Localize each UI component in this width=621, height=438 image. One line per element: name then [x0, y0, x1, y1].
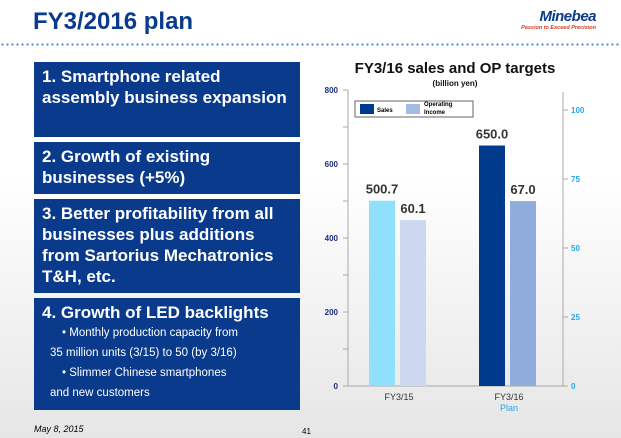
right-tick-label: 75: [571, 175, 580, 184]
bullet-text: Slimmer Chinese smartphones: [69, 367, 227, 379]
category-label: FY3/16: [494, 392, 523, 402]
bullet: • Monthly production capacity from: [62, 327, 238, 339]
bar-sales: [369, 200, 395, 386]
legend-swatch-operating-income: [406, 104, 420, 114]
left-tick-label: 800: [325, 86, 339, 95]
legend-label-sales: Sales: [377, 108, 393, 114]
bullet-text: Monthly production capacity from: [69, 327, 238, 339]
point-text: 3. Better profitability from all busines…: [42, 204, 274, 286]
left-tick-label: 400: [325, 234, 339, 243]
right-tick-label: 0: [571, 382, 576, 391]
point-1: 1. Smartphone related assembly business …: [34, 62, 300, 137]
category-label: FY3/15: [384, 392, 413, 402]
bar-operating-income: [510, 201, 536, 386]
bar-sales: [479, 145, 505, 386]
bullet-text: and new customers: [50, 387, 150, 399]
left-tick-label: 0: [334, 382, 339, 391]
data-label: 500.7: [366, 182, 399, 197]
footer-date: May 8, 2015: [34, 424, 84, 434]
page-number: 41: [302, 427, 311, 436]
point-text: 4. Growth of LED backlights: [42, 303, 269, 322]
left-tick-label: 200: [325, 308, 339, 317]
point-3: 3. Better profitability from all busines…: [34, 199, 300, 293]
data-label: 650.0: [476, 127, 509, 142]
right-tick-label: 50: [571, 244, 580, 253]
header-divider: [0, 43, 621, 46]
legend-label-income: Income: [424, 110, 446, 116]
bullet-text: 35 million units (3/15) to 50 (by 3/16): [50, 347, 237, 359]
data-label: 67.0: [510, 182, 535, 197]
point-4: 4. Growth of LED backlights • Monthly pr…: [34, 298, 300, 410]
minebea-logo: Minebea Passion to Exceed Precision: [521, 8, 596, 31]
bullet: • Slimmer Chinese smartphones: [62, 367, 227, 379]
chart-subtitle: (billion yen): [433, 79, 478, 88]
point-2: 2. Growth of existing businesses (+5%): [34, 142, 300, 194]
bar-operating-income: [400, 220, 426, 386]
logo-tagline: Passion to Exceed Precision: [521, 25, 596, 31]
point-text: 1. Smartphone related assembly business …: [42, 67, 287, 107]
chart-title: FY3/16 sales and OP targets: [355, 60, 556, 77]
right-tick-label: 100: [571, 106, 585, 115]
logo-name: Minebea: [539, 8, 596, 25]
point-text: 2. Growth of existing businesses (+5%): [42, 147, 211, 187]
legend-label-operating: Operating: [424, 102, 453, 108]
point-4-bullets: • Monthly production capacity from 35 mi…: [42, 323, 292, 403]
left-tick-label: 600: [325, 160, 339, 169]
data-label: 60.1: [400, 201, 425, 216]
legend-swatch-sales: [360, 104, 374, 114]
page-title: FY3/2016 plan: [33, 8, 194, 35]
category-sublabel: Plan: [500, 403, 518, 413]
right-tick-label: 25: [571, 313, 580, 322]
